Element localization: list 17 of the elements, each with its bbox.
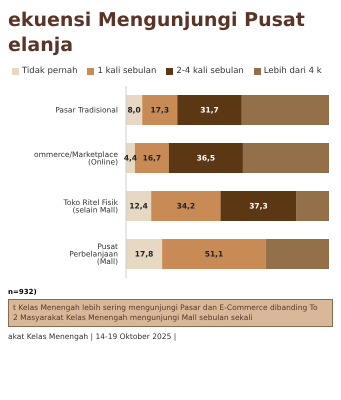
bar — [168, 143, 243, 173]
bar — [242, 143, 329, 173]
bar — [266, 239, 329, 269]
bar — [151, 191, 221, 221]
chart-title: ekuensi Mengunjungi Pusat elanja — [8, 8, 306, 58]
bar — [177, 95, 242, 125]
bar — [296, 191, 329, 221]
bar — [126, 191, 152, 221]
bar — [242, 95, 329, 125]
bar — [162, 239, 266, 269]
legend-label: Lebih dari 4 k — [262, 66, 322, 76]
legend-label: 2-4 kali sebulan — [175, 66, 244, 76]
legend-label: Tidak pernah — [21, 66, 78, 76]
bar — [126, 239, 162, 269]
bar — [142, 95, 178, 125]
legend-label: 1 kali sebulan — [96, 66, 156, 76]
bar — [220, 191, 296, 221]
